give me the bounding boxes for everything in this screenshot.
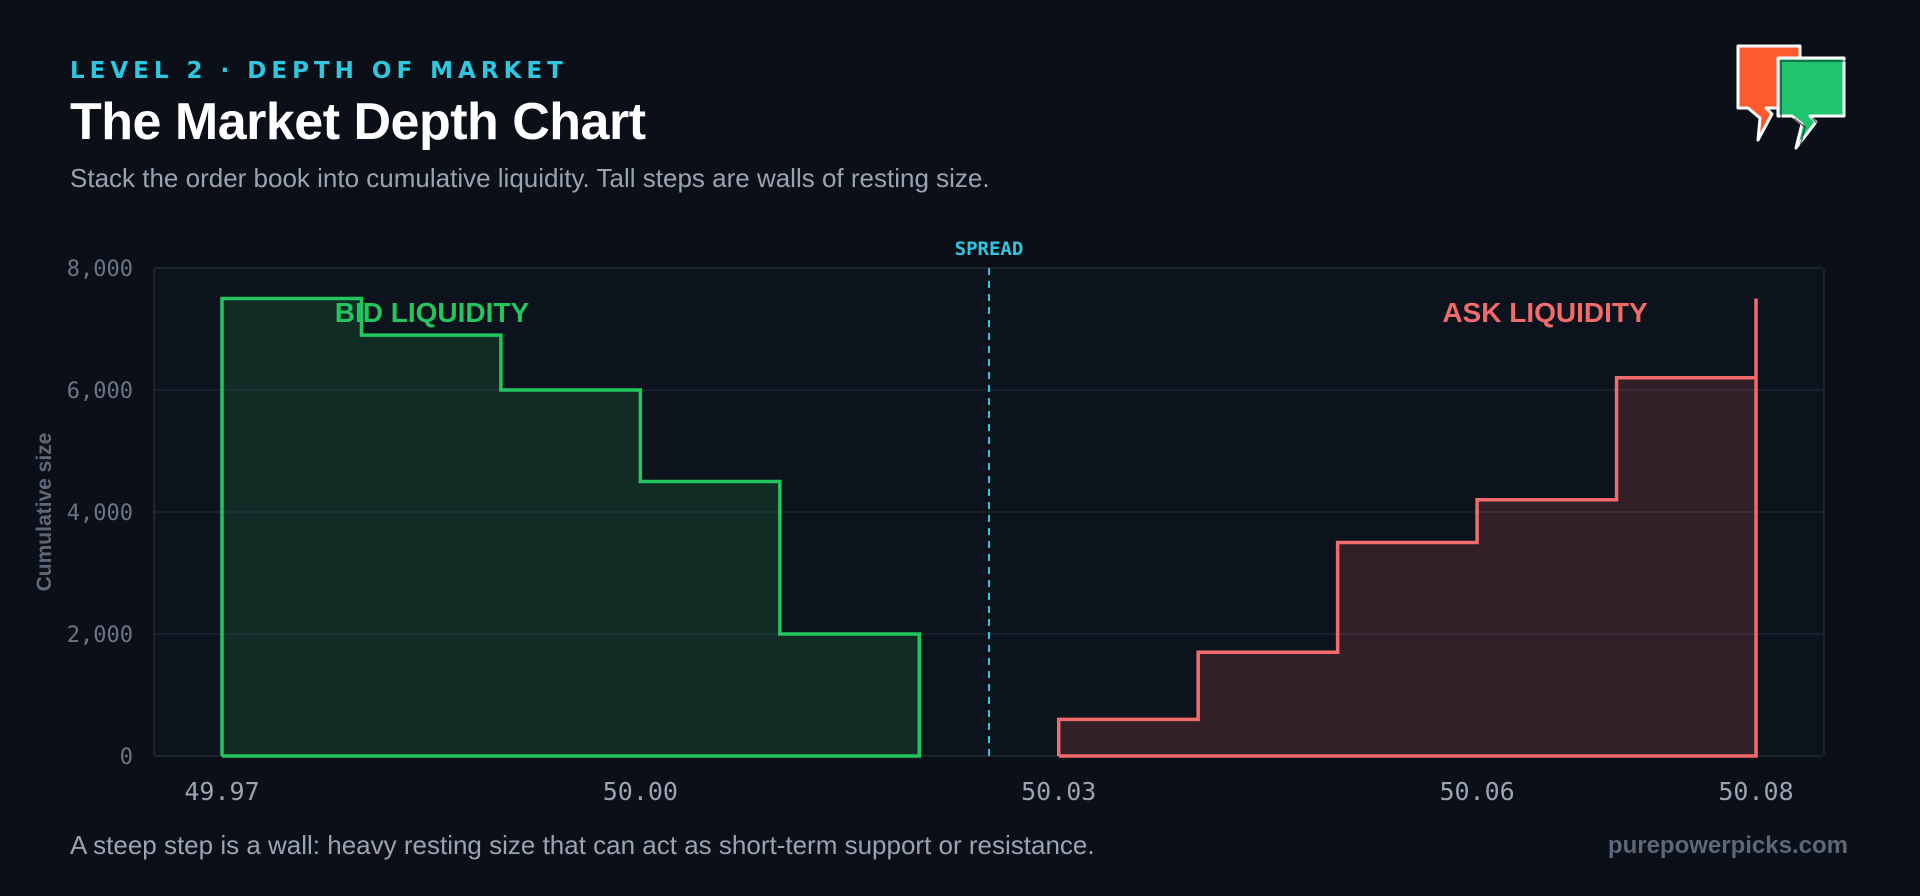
- ask-step-line: [1056, 298, 1758, 758]
- x-tick-label: 50.00: [603, 777, 678, 806]
- y-tick-label: 6,000: [67, 379, 133, 404]
- page-title: The Market Depth Chart: [70, 93, 646, 151]
- bid-area-fill: [222, 298, 920, 756]
- bid-series-label: BID LIQUIDITY: [335, 297, 530, 328]
- ask-series-label: ASK LIQUIDITY: [1442, 297, 1648, 328]
- footnote: A steep step is a wall: heavy resting si…: [70, 830, 1095, 860]
- speech-bubbles-lightning-icon: [1736, 44, 1848, 152]
- y-tick-label: 0: [120, 745, 133, 770]
- y-axis-label: Cumulative size: [33, 433, 56, 592]
- series-labels: BID LIQUIDITY ASK LIQUIDITY: [335, 297, 1648, 328]
- y-tick-label: 2,000: [67, 623, 133, 648]
- y-tick-label: 8,000: [67, 257, 133, 282]
- x-tick-label: 50.03: [1021, 777, 1096, 806]
- page-subtitle: Stack the order book into cumulative liq…: [70, 163, 990, 193]
- depth-chart: 0 2,000 4,000 6,000 8,000 49.97 50.00 50.03 50.0…: [33, 238, 1825, 806]
- spread-label: SPREAD: [955, 238, 1024, 260]
- x-tick-label: 50.08: [1718, 777, 1793, 806]
- eyebrow-label: LEVEL 2 · DEPTH OF MARKET: [70, 58, 568, 84]
- ask-area-fill: [1058, 377, 1756, 756]
- y-tick-label: 4,000: [67, 501, 133, 526]
- brand-link[interactable]: purepowerpicks.com: [1607, 832, 1848, 859]
- bid-step-line: [220, 296, 922, 758]
- axis-ticks: 0 2,000 4,000 6,000 8,000 49.97 50.00 50.03 50.0…: [67, 257, 1794, 806]
- x-tick-label: 50.06: [1439, 777, 1514, 806]
- x-tick-label: 49.97: [184, 777, 259, 806]
- liquidity-areas: [220, 296, 1758, 758]
